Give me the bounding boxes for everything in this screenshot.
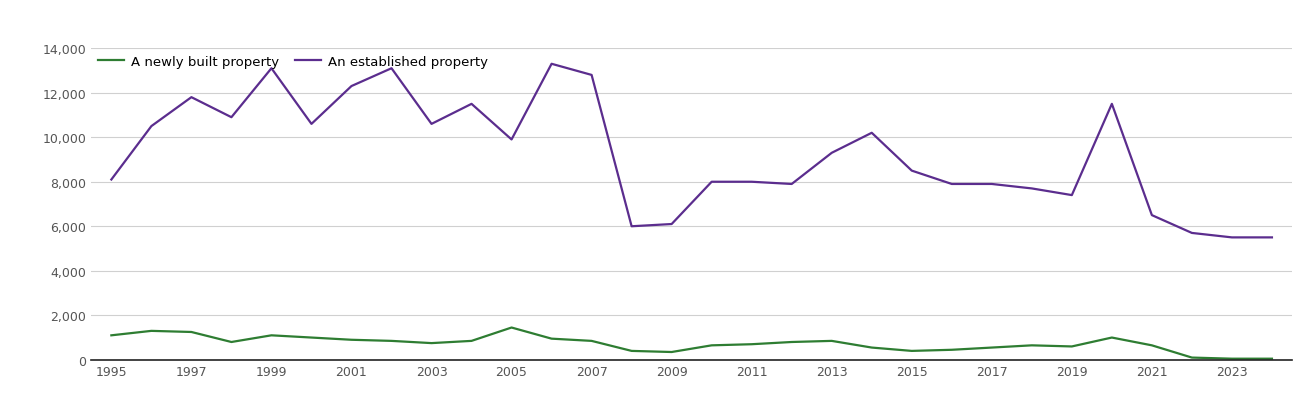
An established property — [744, 180, 760, 185]
A newly built property — [744, 342, 760, 347]
A newly built property — [544, 336, 560, 341]
A newly built property — [463, 339, 479, 344]
An established property — [1064, 193, 1079, 198]
A newly built property — [384, 339, 399, 344]
An established property — [424, 122, 440, 127]
A newly built property — [1064, 344, 1079, 349]
An established property — [1104, 102, 1120, 107]
An established property — [343, 84, 359, 89]
An established property — [144, 124, 159, 129]
A newly built property — [504, 325, 519, 330]
A newly built property — [1265, 356, 1280, 361]
An established property — [1184, 231, 1199, 236]
An established property — [504, 138, 519, 143]
A newly built property — [864, 345, 880, 350]
A newly built property — [784, 340, 800, 345]
A newly built property — [343, 337, 359, 342]
A newly built property — [424, 341, 440, 346]
A newly built property — [984, 345, 1000, 350]
A newly built property — [703, 343, 719, 348]
An established property — [384, 67, 399, 72]
An established property — [1144, 213, 1160, 218]
An established property — [1224, 235, 1240, 240]
An established property — [904, 169, 920, 174]
A newly built property — [624, 348, 639, 353]
A newly built property — [1184, 355, 1199, 360]
An established property — [463, 102, 479, 107]
A newly built property — [1104, 335, 1120, 340]
An established property — [864, 131, 880, 136]
An established property — [1265, 235, 1280, 240]
A newly built property — [103, 333, 119, 338]
An established property — [703, 180, 719, 185]
An established property — [223, 115, 239, 120]
Line: A newly built property: A newly built property — [111, 328, 1272, 359]
A newly built property — [264, 333, 279, 338]
An established property — [1024, 187, 1040, 191]
An established property — [784, 182, 800, 187]
An established property — [624, 224, 639, 229]
An established property — [944, 182, 959, 187]
Legend: A newly built property, An established property: A newly built property, An established p… — [98, 56, 488, 69]
An established property — [103, 178, 119, 182]
An established property — [184, 95, 200, 100]
An established property — [304, 122, 320, 127]
A newly built property — [583, 339, 599, 344]
A newly built property — [1144, 343, 1160, 348]
An established property — [544, 62, 560, 67]
A newly built property — [904, 348, 920, 353]
A newly built property — [664, 350, 680, 355]
A newly built property — [944, 348, 959, 353]
A newly built property — [1024, 343, 1040, 348]
A newly built property — [304, 335, 320, 340]
A newly built property — [144, 328, 159, 333]
Line: An established property: An established property — [111, 65, 1272, 238]
An established property — [264, 67, 279, 72]
An established property — [984, 182, 1000, 187]
A newly built property — [223, 340, 239, 345]
An established property — [823, 151, 839, 156]
An established property — [583, 73, 599, 78]
An established property — [664, 222, 680, 227]
A newly built property — [184, 330, 200, 335]
A newly built property — [1224, 356, 1240, 361]
A newly built property — [823, 339, 839, 344]
